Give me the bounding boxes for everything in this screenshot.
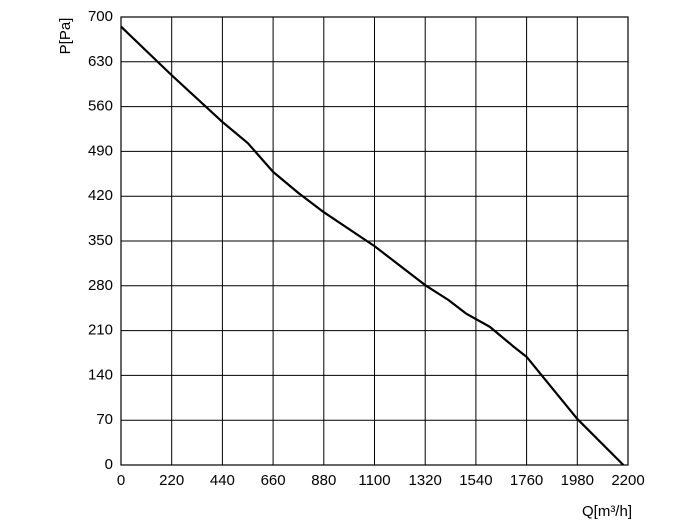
y-tick-label: 700 (88, 8, 113, 25)
x-tick-label: 1540 (459, 472, 492, 489)
y-tick-label: 280 (88, 277, 113, 294)
y-tick-label: 0 (105, 456, 113, 473)
x-tick-label: 1100 (358, 472, 390, 489)
y-tick-label: 350 (88, 232, 113, 249)
y-tick-label: 490 (88, 142, 113, 159)
x-tick-label: 1980 (561, 472, 594, 489)
y-tick-label: 140 (88, 366, 113, 383)
y-axis-label: P[Pa] (57, 18, 74, 55)
y-tick-label: 70 (96, 411, 113, 428)
x-tick-label: 2200 (611, 472, 644, 489)
x-axis-label: Q[m³/h] (582, 503, 632, 520)
x-tick-label: 220 (159, 472, 184, 489)
x-tick-label: 880 (311, 472, 336, 489)
x-tick-label: 0 (117, 472, 125, 489)
y-tick-label: 630 (88, 53, 113, 70)
x-tick-label: 1320 (409, 472, 442, 489)
x-tick-label: 660 (261, 472, 286, 489)
x-tick-label: 440 (210, 472, 235, 489)
x-tick-label: 1760 (510, 472, 543, 489)
y-tick-label: 210 (88, 322, 113, 339)
y-tick-label: 560 (88, 98, 113, 115)
y-tick-label: 420 (88, 187, 113, 204)
data-line (120, 25, 625, 466)
